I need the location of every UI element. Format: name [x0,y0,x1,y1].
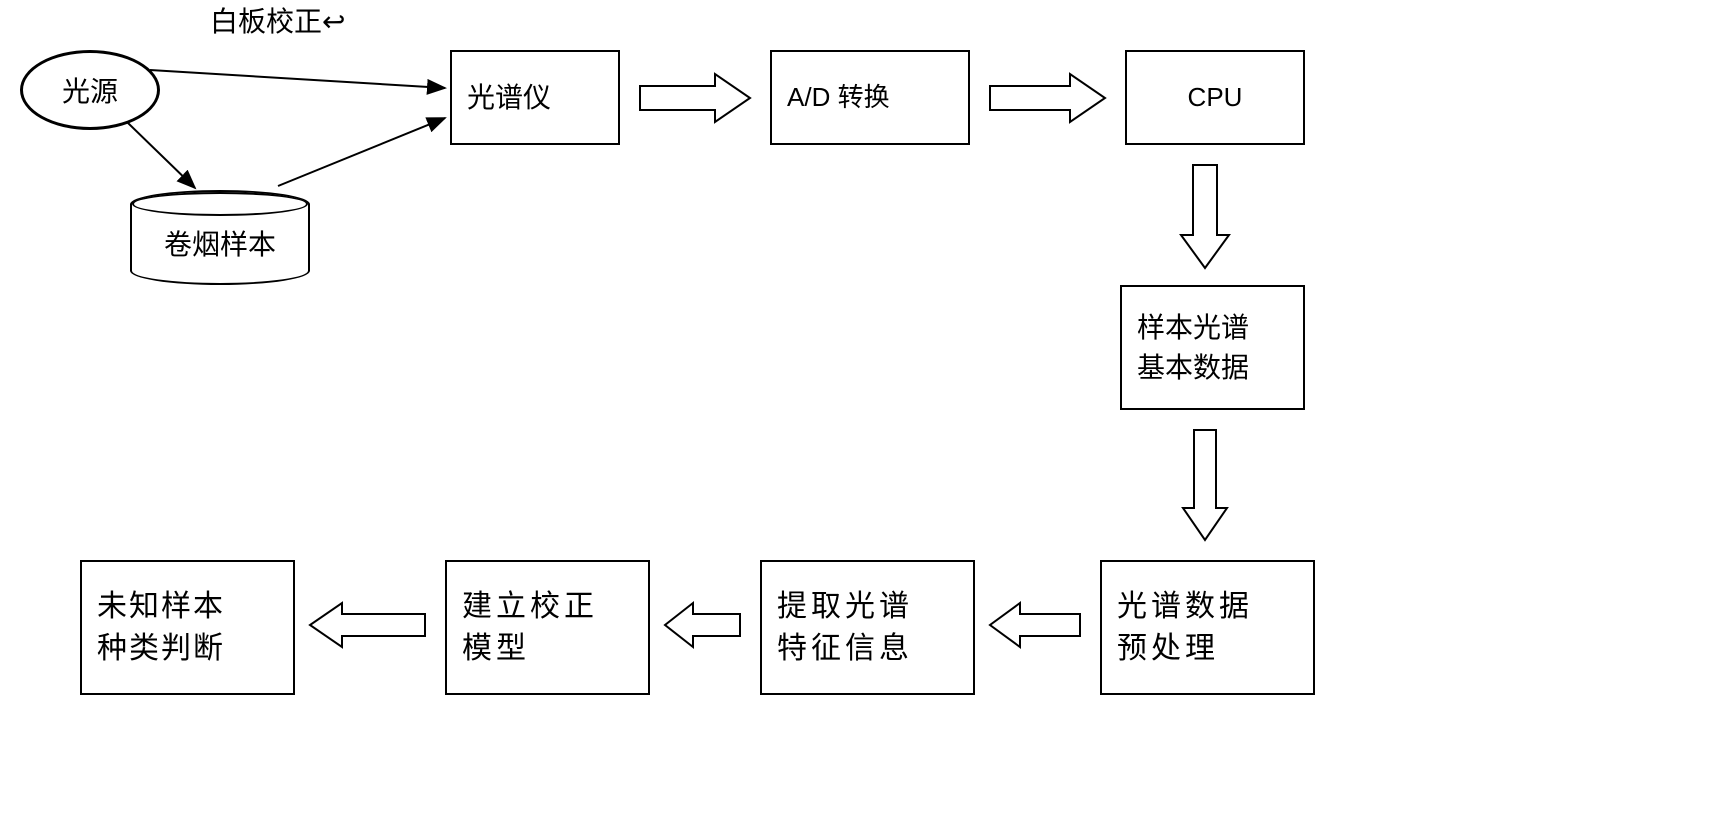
sample-spectrum-node: 样本光谱 基本数据 [1120,285,1305,410]
extract-node: 提取光谱 特征信息 [760,560,975,695]
block-arrow-4 [1183,430,1227,540]
light-source-node: 光源 [20,50,160,130]
sample-node: 卷烟样本 [130,190,310,285]
model-node: 建立校正 模型 [445,560,650,695]
whiteboard-label: 白板校正↩ [210,0,345,40]
arrow-source-to-sample [128,123,195,188]
unknown-node: 未知样本 种类判断 [80,560,295,695]
spectrometer-node: 光谱仪 [450,50,620,145]
model-label: 建立校正 模型 [462,586,598,670]
arrow-source-to-spectrometer [150,70,445,88]
ad-conversion-node: A/D 转换 [770,50,970,145]
sample-spectrum-label: 样本光谱 基本数据 [1137,308,1249,386]
cpu-label: CPU [1188,79,1243,115]
light-source-label: 光源 [62,70,118,110]
spectrometer-label: 光谱仪 [467,78,551,117]
cpu-node: CPU [1125,50,1305,145]
block-arrow-2 [990,74,1105,122]
block-arrow-6 [665,603,740,647]
block-arrow-1 [640,74,750,122]
preprocess-label: 光谱数据 预处理 [1117,586,1253,670]
block-arrow-3 [1181,165,1229,268]
unknown-label: 未知样本 种类判断 [97,586,225,670]
block-arrow-5 [990,603,1080,647]
block-arrow-7 [310,603,425,647]
arrow-sample-to-spectrometer [278,118,445,186]
extract-label: 提取光谱 特征信息 [777,586,913,670]
sample-label: 卷烟样本 [164,223,276,263]
preprocess-node: 光谱数据 预处理 [1100,560,1315,695]
ad-conversion-label: A/D 转换 [787,79,890,115]
